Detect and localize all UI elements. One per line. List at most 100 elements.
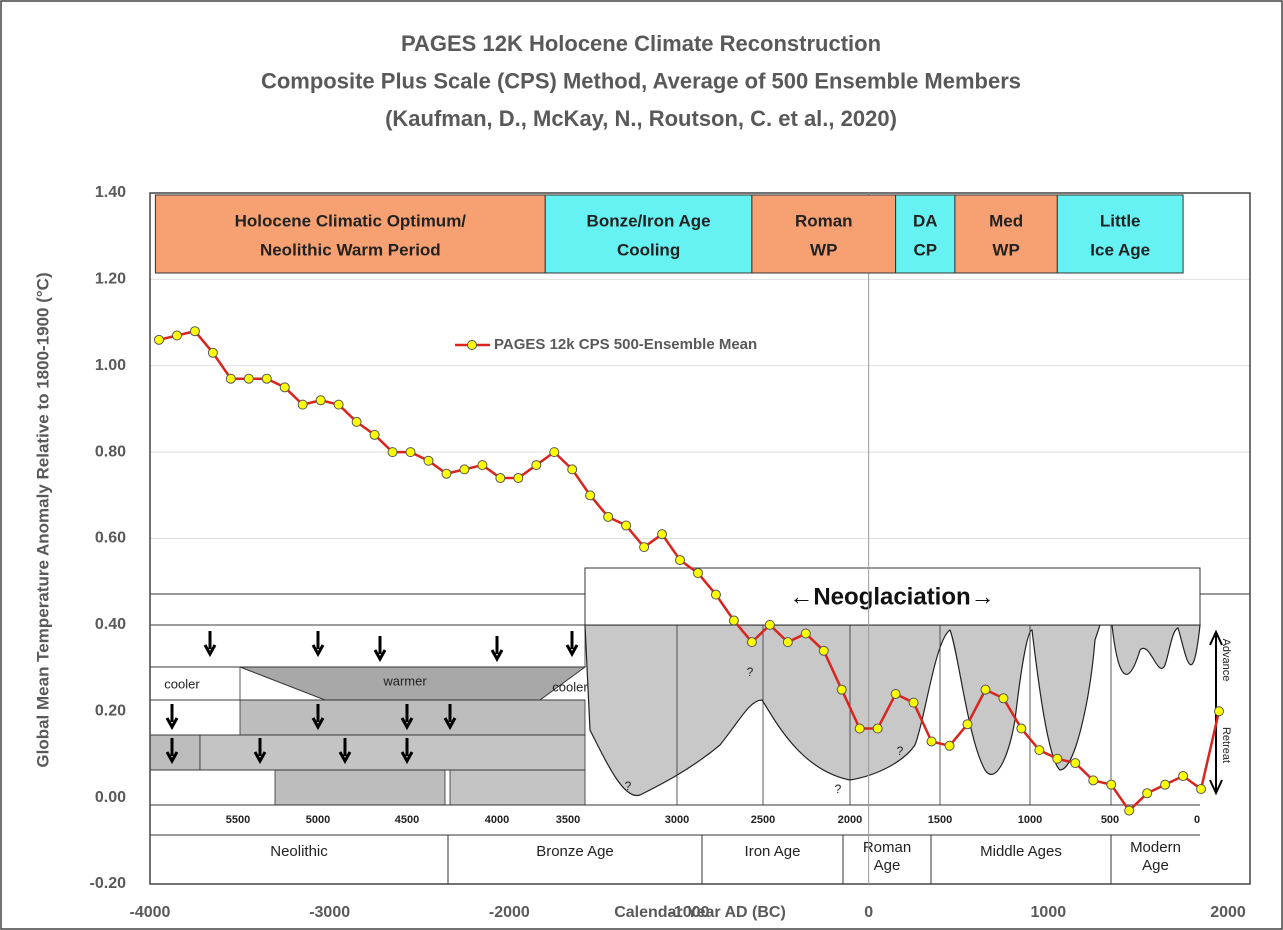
x-tick-label: -2000 bbox=[489, 904, 530, 921]
data-point bbox=[711, 590, 720, 599]
inset-zone-label: cooler bbox=[164, 676, 200, 691]
data-point bbox=[586, 491, 595, 500]
period-label: Little bbox=[1100, 211, 1141, 230]
data-point bbox=[244, 374, 253, 383]
data-point bbox=[514, 474, 523, 483]
data-point bbox=[208, 348, 217, 357]
inset-question: ? bbox=[835, 782, 842, 796]
data-point bbox=[1143, 789, 1152, 798]
y-tick-label: 0.80 bbox=[95, 443, 126, 460]
inset-scale-label: 4500 bbox=[395, 814, 419, 826]
inset-scale-label: 1500 bbox=[928, 814, 952, 826]
y-tick-label: 0.60 bbox=[95, 530, 126, 547]
inset-scale-label: 4000 bbox=[485, 814, 509, 826]
data-point bbox=[855, 724, 864, 733]
period-box bbox=[1057, 195, 1183, 273]
period-box bbox=[155, 195, 545, 273]
data-point bbox=[729, 616, 738, 625]
period-label: WP bbox=[992, 240, 1019, 259]
data-point bbox=[550, 448, 559, 457]
period-label: Cooling bbox=[617, 240, 680, 259]
data-point bbox=[388, 448, 397, 457]
data-point bbox=[442, 469, 451, 478]
period-label: Roman bbox=[795, 211, 853, 230]
data-point bbox=[1161, 780, 1170, 789]
x-tick-label: 1000 bbox=[1031, 904, 1067, 921]
y-tick-label: -0.20 bbox=[90, 875, 127, 892]
inset-scale-label: 5000 bbox=[306, 814, 330, 826]
data-point bbox=[873, 724, 882, 733]
inset-age-label: Modern bbox=[1130, 839, 1181, 856]
inset-zone bbox=[200, 735, 585, 770]
data-point bbox=[1197, 784, 1206, 793]
inset-zone-label: cooler bbox=[552, 679, 588, 694]
data-point bbox=[927, 737, 936, 746]
period-box bbox=[955, 195, 1057, 273]
chart-title: PAGES 12K Holocene Climate Reconstructio… bbox=[401, 31, 881, 56]
inset-age-label: Age bbox=[1142, 857, 1169, 874]
inset-age-label: Roman bbox=[863, 839, 911, 856]
y-axis-label: Global Mean Temperature Anomaly Relative… bbox=[33, 272, 52, 767]
data-point bbox=[747, 638, 756, 647]
data-point bbox=[1179, 772, 1188, 781]
chart: PAGES 12K Holocene Climate Reconstructio… bbox=[0, 0, 1283, 930]
data-point bbox=[945, 741, 954, 750]
data-point bbox=[334, 400, 343, 409]
inset-zone bbox=[275, 770, 445, 805]
x-tick-label: -3000 bbox=[309, 904, 350, 921]
data-point bbox=[298, 400, 307, 409]
x-tick-label: 0 bbox=[864, 904, 873, 921]
data-point bbox=[1053, 754, 1062, 763]
inset-scale-label: 0 bbox=[1194, 814, 1200, 826]
inset-age-label: Neolithic bbox=[270, 843, 328, 860]
data-point bbox=[370, 430, 379, 439]
legend-marker bbox=[468, 341, 477, 350]
period-label: Med bbox=[989, 211, 1023, 230]
data-point bbox=[460, 465, 469, 474]
inset-question: ? bbox=[897, 744, 904, 758]
y-tick-label: 1.00 bbox=[95, 357, 126, 374]
inset-scale-label: 1000 bbox=[1018, 814, 1042, 826]
y-tick-label: 0.20 bbox=[95, 702, 126, 719]
inset-scale-label: 500 bbox=[1101, 814, 1119, 826]
data-point bbox=[801, 629, 810, 638]
data-point bbox=[1071, 759, 1080, 768]
data-point bbox=[909, 698, 918, 707]
y-tick-label: 0.00 bbox=[95, 789, 126, 806]
inset-scale-label: 3000 bbox=[665, 814, 689, 826]
inset-age-label: Middle Ages bbox=[980, 843, 1062, 860]
y-tick-label: 1.20 bbox=[95, 271, 126, 288]
period-label: CP bbox=[913, 240, 937, 259]
inset-age-label: Iron Age bbox=[745, 843, 801, 860]
period-label: WP bbox=[810, 240, 837, 259]
y-tick-label: 1.40 bbox=[95, 184, 126, 201]
inset-banner: ←Neoglaciation→ bbox=[789, 583, 994, 610]
data-point bbox=[981, 685, 990, 694]
inset-age-label: Age bbox=[874, 857, 901, 874]
data-point bbox=[424, 456, 433, 465]
data-point bbox=[190, 327, 199, 336]
inset-scale-label: 5500 bbox=[226, 814, 250, 826]
data-point bbox=[226, 374, 235, 383]
data-point bbox=[1089, 776, 1098, 785]
data-point bbox=[532, 461, 541, 470]
inset-question: ? bbox=[747, 665, 754, 679]
x-tick-label: 2000 bbox=[1210, 904, 1246, 921]
data-point bbox=[622, 521, 631, 530]
data-point bbox=[154, 335, 163, 344]
inset-zone bbox=[450, 770, 585, 805]
data-point bbox=[352, 417, 361, 426]
chart-title: Composite Plus Scale (CPS) Method, Avera… bbox=[261, 68, 1021, 93]
period-label: Bonze/Iron Age bbox=[587, 211, 711, 230]
data-point bbox=[1035, 746, 1044, 755]
data-point bbox=[640, 543, 649, 552]
chart-title: (Kaufman, D., McKay, N., Routson, C. et … bbox=[385, 106, 897, 131]
data-point bbox=[478, 461, 487, 470]
period-box bbox=[545, 195, 752, 273]
inset-zone bbox=[150, 735, 200, 770]
data-point bbox=[783, 638, 792, 647]
data-point bbox=[316, 396, 325, 405]
inset: ←Neoglaciation→5500500045004000350030002… bbox=[150, 568, 1250, 884]
inset-scale-label: 2500 bbox=[751, 814, 775, 826]
data-point bbox=[676, 556, 685, 565]
